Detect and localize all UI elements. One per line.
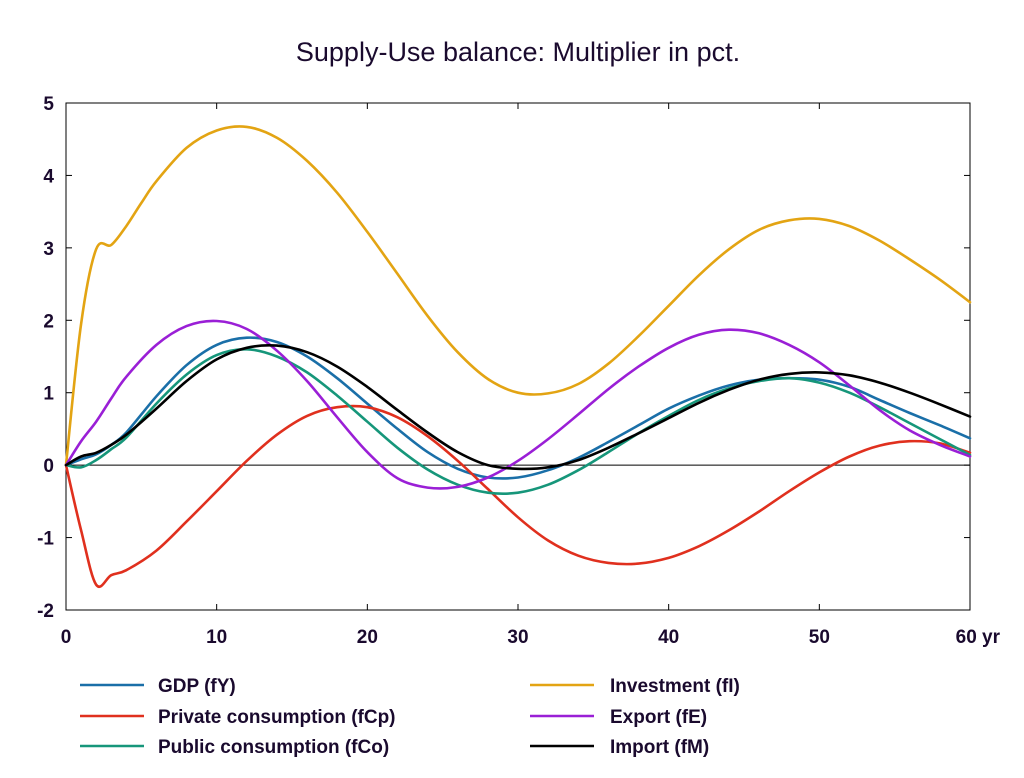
x-tick-label: 10 xyxy=(206,627,227,648)
legend-label-import-fm: Import (fM) xyxy=(610,737,709,758)
y-tick-label: 2 xyxy=(43,311,54,332)
series-line-private-consumption-fcp xyxy=(64,404,972,588)
y-tick-label: 1 xyxy=(43,384,54,405)
series-line-export-fe xyxy=(64,319,972,490)
series-line-public-consumption-fco xyxy=(64,347,972,495)
y-tick-label: -2 xyxy=(37,601,54,622)
plot-frame xyxy=(65,102,971,611)
series-lines xyxy=(64,125,972,588)
x-tick-label: 50 xyxy=(809,627,830,648)
x-tick-label: 30 xyxy=(507,627,528,648)
y-tick-label: 3 xyxy=(43,239,54,260)
y-tick-label: 4 xyxy=(43,166,54,187)
x-tick-label: 0 xyxy=(61,627,72,648)
legend-label-export-fe: Export (fE) xyxy=(610,707,707,728)
legend: GDP (fY) Investment (fI) Private consumpti… xyxy=(80,676,740,758)
legend-label-investment-fi: Investment (fI) xyxy=(610,676,740,697)
series-line-gdp-fy xyxy=(64,336,972,480)
series-line-import-fm xyxy=(64,344,972,471)
legend-label-private-consumption-fcp: Private consumption (fCp) xyxy=(158,707,396,728)
y-tick-label: 5 xyxy=(43,94,54,115)
y-tick-label: -1 xyxy=(37,529,54,550)
x-tick-label: 60 yr xyxy=(956,627,1001,648)
legend-label-public-consumption-fco: Public consumption (fCo) xyxy=(158,737,389,758)
series-line-investment-fi xyxy=(64,125,972,467)
x-tick-label: 20 xyxy=(357,627,378,648)
chart-title: Supply-Use balance: Multiplier in pct. xyxy=(296,37,740,67)
x-tick-label: 40 xyxy=(658,627,679,648)
legend-label-gdp-fy: GDP (fY) xyxy=(158,676,236,697)
y-tick-label: 0 xyxy=(43,456,54,477)
